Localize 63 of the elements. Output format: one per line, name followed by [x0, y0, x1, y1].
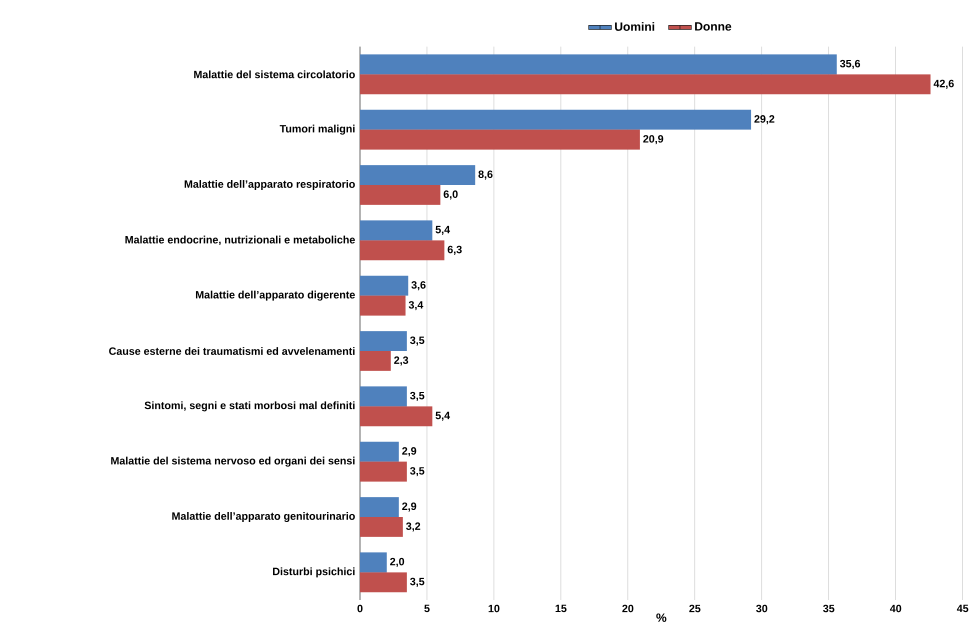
- bar: [360, 572, 407, 592]
- x-tick-label: 0: [357, 604, 363, 612]
- y-tick-label: Tumori maligni: [280, 124, 355, 135]
- x-tick-label: 25: [689, 604, 700, 612]
- data-label: 2,3: [394, 356, 408, 366]
- bar: [360, 165, 476, 186]
- bar: [360, 54, 837, 74]
- data-label: 3,6: [411, 281, 426, 290]
- y-tick-label: Malattie dell’apparato genitourinario: [172, 512, 355, 522]
- bar: [360, 220, 432, 240]
- y-tick-label: Malattie endocrine, nutrizionali e metaboliche: [125, 236, 355, 246]
- y-tick-label: Sintomi, segni e stati morbosi mal definiti: [144, 401, 355, 412]
- bar: [360, 240, 444, 260]
- bar: [360, 110, 752, 130]
- bar: [360, 552, 387, 572]
- x-tick-label: 45: [956, 604, 968, 612]
- legend-label: Donne: [695, 22, 732, 31]
- y-tick-label: Malattie del sistema nervoso ed organi dei sensi: [111, 456, 355, 467]
- data-label: 6,3: [448, 246, 462, 255]
- bar: [360, 185, 440, 205]
- data-label: 2,0: [390, 558, 404, 567]
- data-label: 2,9: [402, 447, 416, 456]
- bar: [360, 442, 399, 462]
- data-label: 2,9: [402, 502, 416, 512]
- data-label: 8,6: [478, 170, 493, 180]
- x-tick-label: 10: [488, 604, 500, 612]
- bar: [360, 406, 432, 426]
- bar: [360, 296, 406, 316]
- bar: [360, 276, 408, 296]
- bar: [360, 386, 407, 406]
- y-tick-label: Cause esterne dei traumatismi ed avvelenamenti: [109, 347, 355, 355]
- data-label: 6,0: [444, 190, 458, 200]
- bar: [360, 331, 407, 352]
- data-label: 5,4: [436, 412, 450, 421]
- x-tick-label: 5: [424, 604, 430, 612]
- data-label: 20,9: [643, 135, 664, 144]
- x-tick-label: 40: [890, 604, 902, 612]
- data-label: 3,4: [408, 301, 424, 310]
- data-label: 3,5: [410, 392, 424, 401]
- x-tick-label: 30: [756, 604, 768, 612]
- bar: [360, 497, 399, 518]
- x-axis-title: %: [656, 613, 666, 622]
- data-label: 3,5: [410, 467, 424, 476]
- bar: [360, 517, 403, 537]
- data-label: 3,2: [406, 522, 420, 532]
- bar: [360, 74, 931, 94]
- y-tick-label: Disturbi psichici: [273, 567, 355, 578]
- data-label: 29,2: [754, 115, 774, 124]
- data-label: 42,6: [934, 80, 954, 89]
- bar: [360, 351, 391, 371]
- data-label: 35,6: [840, 60, 860, 69]
- data-label: 3,5: [410, 578, 424, 587]
- data-label: 5,4: [436, 226, 450, 235]
- bar: [360, 130, 640, 150]
- x-tick-label: 20: [622, 604, 634, 612]
- y-tick-label: Malattie dell’apparato digerente: [196, 290, 355, 301]
- x-tick-label: 15: [556, 604, 567, 612]
- y-tick-label: Malattie dell’apparato respiratorio: [184, 180, 355, 190]
- legend-label: Uomini: [615, 22, 654, 31]
- y-tick-label: Malattie del sistema circolatorio: [194, 70, 355, 78]
- bar: [360, 462, 407, 482]
- x-tick-label: 35: [823, 604, 834, 612]
- data-label: 3,5: [410, 336, 424, 346]
